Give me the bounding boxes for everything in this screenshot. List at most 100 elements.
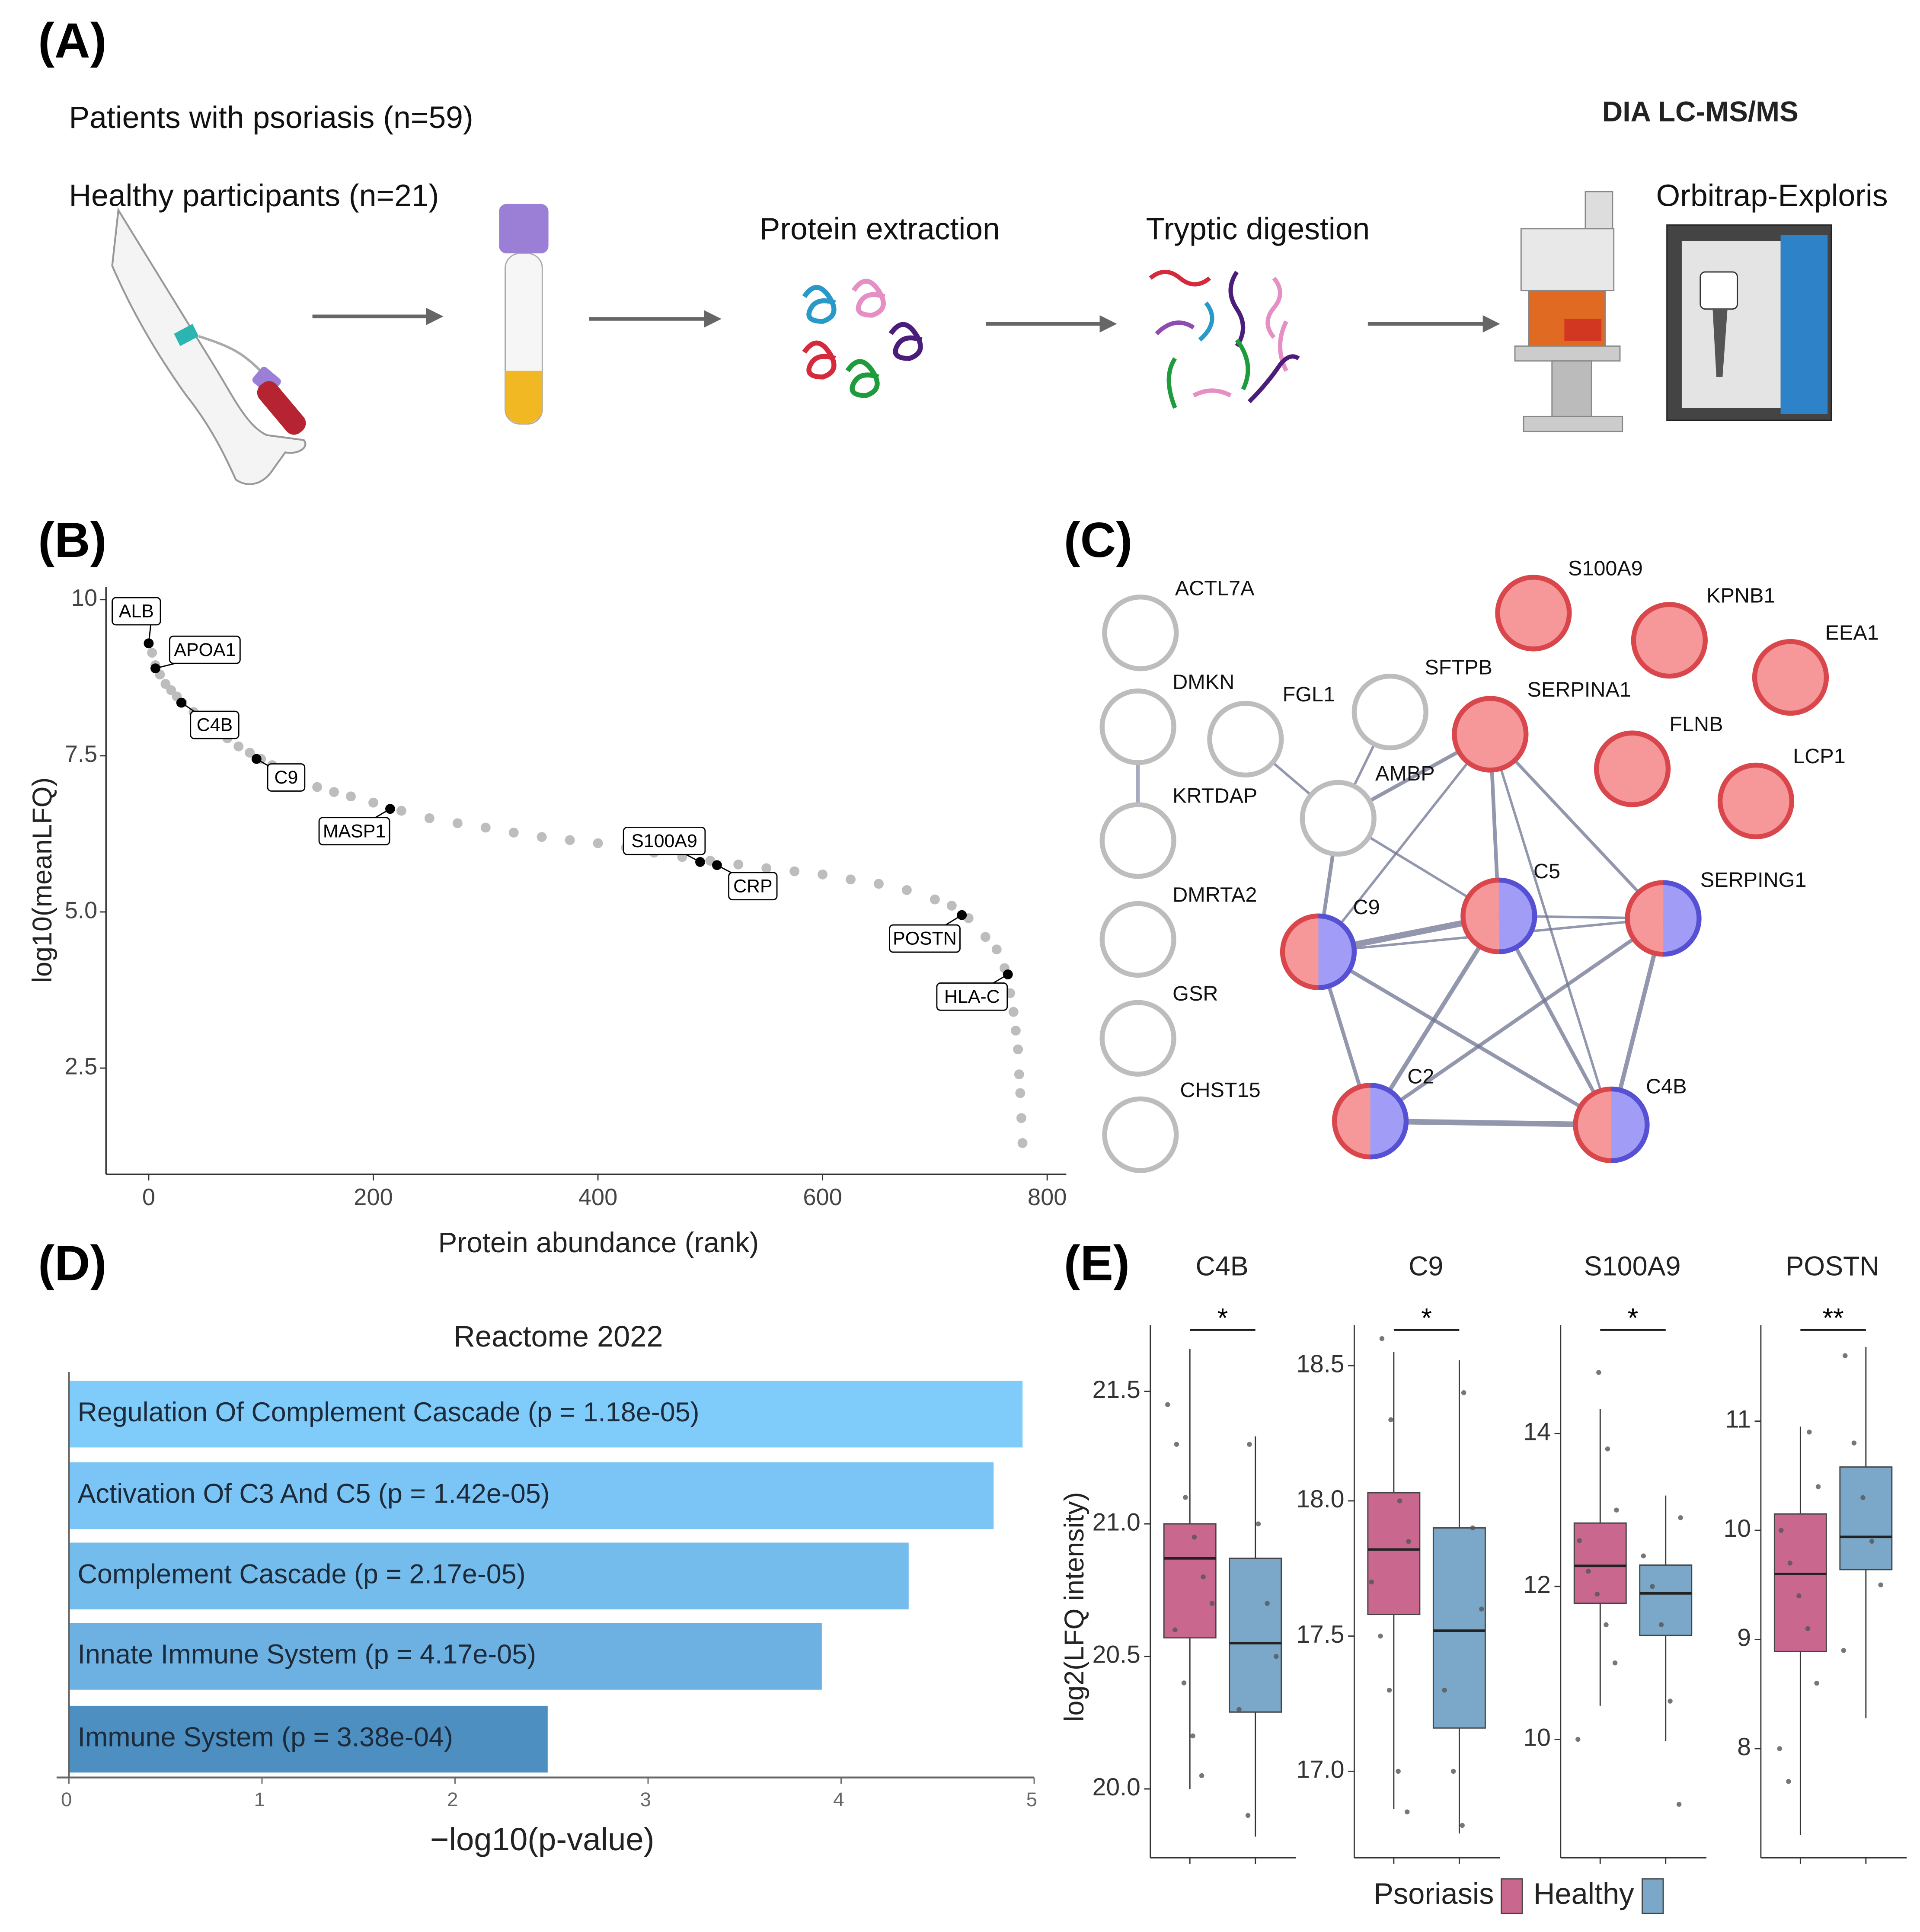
node-outline [1332,1083,1371,1160]
box [1639,1564,1693,1636]
bar-label: Activation Of C3 And C5 (p = 1.42e-05) [77,1479,549,1509]
point [480,822,491,833]
node-half [1318,916,1355,988]
significance-label: * [1628,1303,1638,1334]
arm-illustration [111,207,307,485]
point-label: S100A9 [631,831,697,851]
node-half [1334,1085,1371,1157]
jitter-point [1841,1648,1847,1653]
jitter-point [1190,1733,1195,1739]
panel-label: (E) [1064,1235,1130,1291]
point [991,944,1002,955]
node-label: SFTPB [1425,656,1492,679]
node [1099,688,1176,765]
jitter-point [1405,1809,1410,1814]
panel-title: C4B [1195,1251,1248,1282]
jitter-point [1386,1688,1392,1693]
node-half [1611,1089,1647,1161]
box-plots: log2(LFQ intensity) C4B * 20.0 20.5 21.0 21.5 C… [1059,1251,1907,1914]
jitter-point [1668,1698,1673,1704]
label-box [318,817,390,845]
bar-label: Innate Immune System (p = 4.17e-05) [77,1639,536,1670]
point [424,813,434,823]
label-box [728,872,778,901]
y-tick-label: 2.5 [65,1053,97,1079]
point [733,859,744,870]
x-tick-label: 3 [640,1788,651,1810]
y-tick-label: 10 [71,585,97,611]
label-box [889,924,961,953]
point [946,901,957,911]
protein-icons [802,278,923,398]
jitter-point [1245,1813,1251,1818]
jitter-point [1814,1680,1819,1686]
panel-label: (B) [38,512,107,568]
y-tick-label: 20.0 [1093,1773,1140,1801]
cohort-label: Healthy participants (n=21) [69,178,439,213]
jitter-point [1209,1601,1215,1606]
point-label: APOA1 [174,640,236,660]
y-tick-label: 12 [1523,1571,1551,1599]
point [346,791,356,802]
box [1773,1513,1827,1652]
jitter-point [1236,1707,1242,1712]
step-label: Protein extraction [760,211,1000,246]
peptide-icons [1149,269,1300,409]
serum [505,371,543,424]
ms-illustration [1666,224,1832,421]
x-tick-label: 0 [61,1788,72,1810]
jitter-point [1777,1746,1783,1751]
y-tick-label: 17.0 [1296,1756,1344,1783]
point [593,838,603,848]
point [846,874,856,885]
node [1717,762,1795,839]
point [245,748,255,758]
y-tick-label: 18.0 [1296,1485,1344,1513]
node-half [1627,883,1664,954]
jitter-point [1265,1601,1270,1606]
jitter-point [1786,1779,1791,1784]
y-tick-label: 21.0 [1093,1508,1140,1536]
node-label: SERPING1 [1700,868,1807,892]
workflow: Patients with psoriasis (n=59) Healthy p… [69,95,1888,485]
point [789,866,800,876]
node-label: S100A9 [1568,557,1643,580]
y-tick-label: 8 [1737,1733,1751,1761]
bar [69,1542,909,1609]
node-label: ACTL7A [1175,576,1255,600]
node-label: AMBP [1375,762,1435,785]
jitter-point [1843,1353,1848,1358]
jitter-point [1596,1370,1601,1375]
node-label: C4B [1646,1075,1687,1098]
highlight-point [712,860,722,870]
jitter-point [1807,1430,1812,1435]
box [1367,1492,1421,1615]
node-label: KRTDAP [1172,784,1257,808]
point [312,782,323,792]
node [1631,602,1708,679]
node-outline [1573,1086,1611,1163]
bar [69,1381,1023,1448]
point [818,869,828,880]
point [537,832,547,842]
node [1207,701,1284,778]
jitter-point [1612,1660,1618,1666]
panel-label: (A) [38,13,107,68]
node-half [1370,1085,1406,1157]
panel-label: (C) [1064,512,1133,568]
point [396,806,406,816]
bar [69,1705,548,1773]
jitter-point [1397,1498,1402,1503]
y-tick-label: 7.5 [65,741,97,767]
x-tick-label: 4 [833,1788,844,1810]
point [1017,1138,1028,1148]
jitter-point [1604,1622,1609,1628]
arrows [312,307,1500,333]
point-label: CRP [733,876,773,896]
method-label: DIA LC-MS/MS [1602,95,1799,127]
node [1452,696,1529,773]
node-label: KPNB1 [1706,584,1775,608]
x-tick-label: 2 [447,1788,458,1810]
highlight-point [144,638,154,649]
node-label: CHST15 [1180,1078,1260,1102]
